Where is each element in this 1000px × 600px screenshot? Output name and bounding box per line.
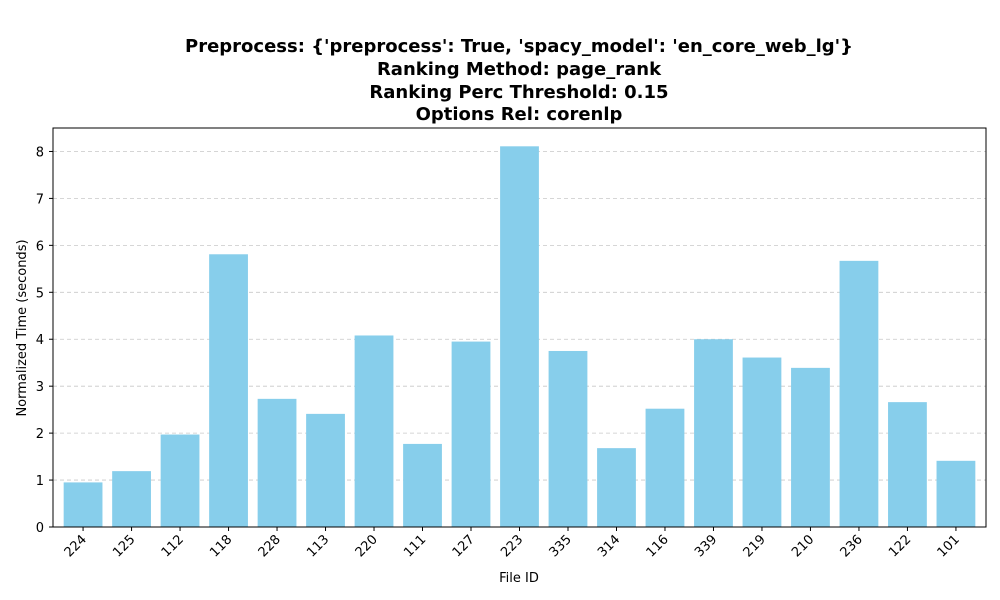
x-tick-label: 112 <box>159 532 187 560</box>
bar-223 <box>500 146 539 527</box>
bar-228 <box>257 398 297 527</box>
bar-236 <box>839 260 879 527</box>
bar-220 <box>354 335 394 527</box>
bar-224 <box>63 482 103 527</box>
bar-101 <box>936 460 976 527</box>
x-tick-label: 127 <box>450 532 478 560</box>
y-axis-label: Normalized Time (seconds) <box>15 239 30 416</box>
bar-122 <box>888 402 927 527</box>
bar-112 <box>160 434 200 527</box>
bar-111 <box>403 443 442 527</box>
x-tick-label: 113 <box>304 532 332 560</box>
x-tick-label: 111 <box>401 532 429 560</box>
bar-113 <box>306 413 345 527</box>
title-line-2: Ranking Method: page_rank <box>377 59 662 80</box>
x-tick-label: 210 <box>789 532 817 560</box>
gridlines <box>53 151 986 528</box>
x-tick-label: 101 <box>935 532 963 560</box>
title-line-1: Preprocess: {'preprocess': True, 'spacy_… <box>185 36 853 57</box>
x-axis-ticks: 224 125 112 118 228 113 220 111 127 223 335 314 116 3… <box>62 527 963 560</box>
y-tick-label: 7 <box>36 192 44 207</box>
y-tick-label: 2 <box>36 427 44 442</box>
x-tick-label: 125 <box>110 532 138 560</box>
x-tick-label: 314 <box>595 532 623 560</box>
x-tick-label: 228 <box>256 532 284 560</box>
y-tick-label: 4 <box>36 333 44 348</box>
bar-339 <box>694 339 733 527</box>
bar-116 <box>645 408 685 527</box>
x-tick-label: 223 <box>498 532 526 560</box>
title-line-3: Ranking Perc Threshold: 0.15 <box>369 82 668 103</box>
bar-127 <box>451 341 491 527</box>
x-tick-label: 224 <box>62 532 90 560</box>
title-line-4: Options Rel: corenlp <box>416 104 623 125</box>
bar-210 <box>791 367 830 527</box>
bar-125 <box>112 471 151 527</box>
y-tick-label: 3 <box>36 380 44 395</box>
y-axis-ticks: 0 1 2 3 4 5 6 7 8 <box>36 145 53 536</box>
x-tick-label: 118 <box>207 532 235 560</box>
y-tick-label: 5 <box>36 286 44 301</box>
x-tick-label: 236 <box>838 532 866 560</box>
chart-title: Preprocess: {'preprocess': True, 'spacy_… <box>185 36 853 125</box>
x-tick-label: 220 <box>353 532 381 560</box>
bars <box>63 146 976 527</box>
y-tick-label: 0 <box>36 521 44 536</box>
y-tick-label: 8 <box>36 145 44 160</box>
y-tick-label: 6 <box>36 239 44 254</box>
x-axis-label: File ID <box>499 571 539 586</box>
bar-314 <box>597 448 636 527</box>
bar-118 <box>209 254 248 527</box>
x-tick-label: 339 <box>692 532 720 560</box>
x-tick-label: 219 <box>741 532 769 560</box>
x-tick-label: 116 <box>644 532 672 560</box>
x-tick-label: 335 <box>547 532 575 560</box>
x-tick-label: 122 <box>886 532 914 560</box>
bar-219 <box>742 357 782 527</box>
y-tick-label: 1 <box>36 474 44 489</box>
bar-335 <box>548 350 588 527</box>
